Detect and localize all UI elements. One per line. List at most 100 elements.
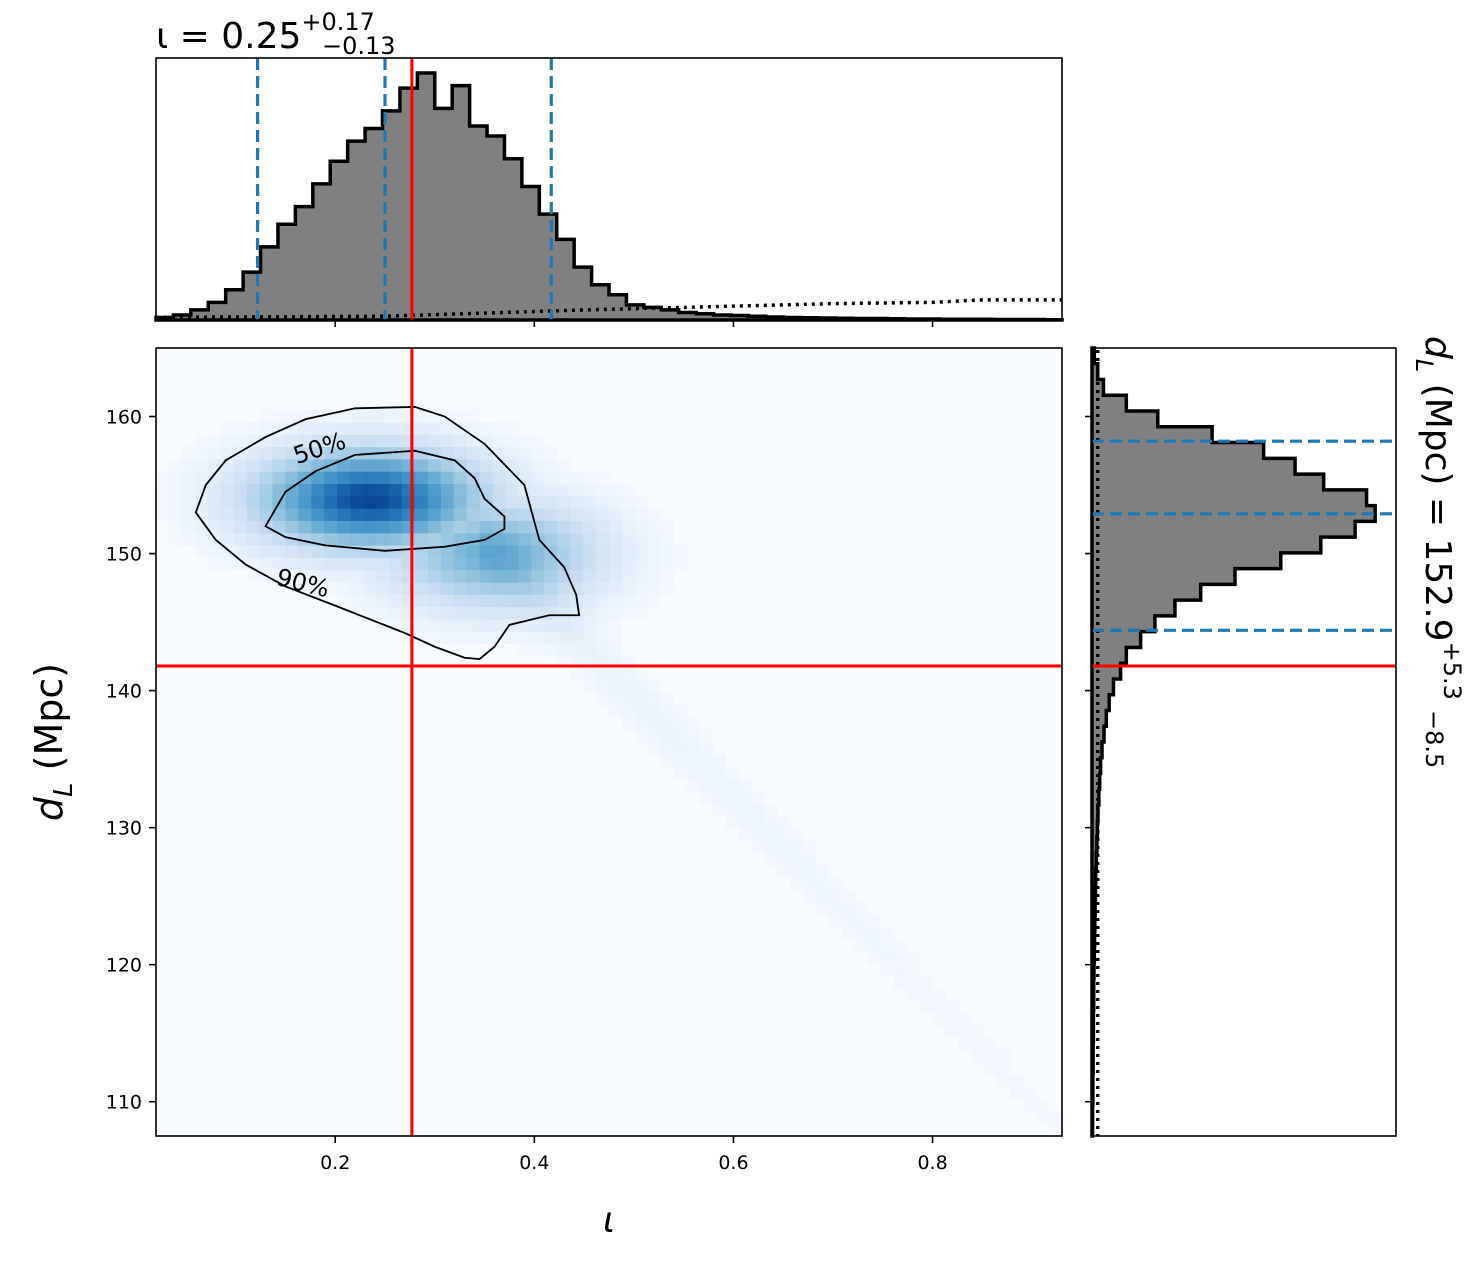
heatmap-cell: [945, 1012, 960, 1026]
heatmap-cell: [233, 495, 248, 509]
heatmap-cell: [427, 520, 442, 534]
heatmap-cell: [790, 865, 804, 879]
heatmap-cell: [220, 434, 235, 448]
heatmap-cell: [453, 545, 468, 558]
heatmap-cell: [246, 495, 261, 509]
heatmap-cell: [557, 495, 571, 509]
heatmap-cell: [596, 618, 610, 632]
heatmap-cell: [376, 471, 390, 485]
heatmap-cell: [492, 508, 507, 521]
heatmap-cell: [376, 606, 390, 620]
heatmap-cell: [427, 483, 442, 497]
heatmap-cell: [440, 545, 455, 558]
heatmap-cell: [285, 458, 299, 472]
heatmap-cell: [777, 852, 791, 866]
heatmap-cell: [337, 520, 351, 534]
heatmap-cell: [324, 495, 338, 509]
heatmap-cell: [388, 458, 403, 472]
heatmap-cell: [621, 717, 636, 731]
heatmap-cell: [233, 434, 248, 448]
heatmap-cell: [518, 508, 532, 521]
heatmap-cell: [570, 495, 584, 509]
iota-histogram-fill: [156, 73, 1062, 320]
heatmap-cell: [686, 742, 701, 755]
heatmap-cell: [466, 508, 481, 521]
heatmap-cell: [259, 483, 274, 497]
heatmap-cell: [246, 569, 261, 583]
y-tick-label-0: 110: [106, 1092, 142, 1114]
heatmap-cell: [324, 446, 338, 460]
heatmap-cell: [673, 742, 688, 755]
heatmap-cell: [350, 458, 364, 472]
heatmap-cell: [712, 766, 727, 780]
y-tick-label-3: 140: [106, 681, 142, 703]
heatmap-cell: [906, 988, 921, 1002]
dL-marginal-panel: dL (Mpc) = 152.9+5.3 −8.5: [1085, 336, 1466, 1138]
heatmap-cell: [544, 606, 558, 620]
heatmap-cell: [246, 520, 261, 534]
heatmap-cell: [505, 532, 519, 546]
heatmap-cell: [531, 643, 545, 657]
heatmap-cell: [660, 692, 675, 706]
heatmap-cell: [505, 471, 519, 485]
heatmap-cell: [479, 569, 494, 583]
heatmap-cell: [376, 569, 390, 583]
heatmap-cell: [246, 446, 261, 460]
heatmap-cell: [893, 939, 908, 952]
heatmap-cell: [660, 569, 675, 583]
heatmap-cell: [647, 705, 662, 718]
heatmap-cell: [324, 483, 338, 497]
heatmap-cell: [285, 483, 299, 497]
heatmap-cell: [518, 594, 532, 608]
heatmap-cell: [725, 766, 740, 780]
heatmap-cell: [583, 545, 597, 558]
heatmap-cell: [363, 495, 377, 509]
heatmap-cell: [738, 778, 752, 792]
heatmap-cell: [363, 421, 377, 435]
heatmap-cell: [414, 520, 429, 534]
heatmap-cell: [660, 717, 675, 731]
heatmap-cell: [440, 606, 455, 620]
heatmap-cell: [363, 508, 377, 521]
heatmap-cell: [583, 680, 597, 694]
heatmap-cell: [453, 495, 468, 509]
heatmap-cell: [466, 557, 481, 571]
heatmap-cell: [492, 594, 507, 608]
heatmap-cell: [880, 951, 895, 965]
heatmap-cell: [634, 729, 649, 743]
heatmap-cell: [285, 434, 299, 448]
heatmap-cell: [867, 926, 882, 940]
y-tick-label-4: 150: [106, 544, 142, 566]
heatmap-cell: [427, 434, 442, 448]
heatmap-cell: [634, 594, 649, 608]
heatmap-cell: [168, 520, 183, 534]
heatmap-cell: [1049, 1123, 1063, 1137]
heatmap-cell: [712, 791, 727, 805]
heatmap-cell: [220, 532, 235, 546]
heatmap-cell: [686, 717, 701, 731]
heatmap-cell: [311, 508, 325, 521]
heatmap-cell: [634, 668, 649, 682]
heatmap-cell: [207, 458, 222, 472]
heatmap-cell: [518, 446, 532, 460]
heatmap-cell: [414, 594, 429, 608]
heatmap-cell: [531, 631, 545, 645]
heatmap-cell: [932, 988, 947, 1002]
heatmap-cell: [298, 483, 312, 497]
heatmap-cell: [388, 495, 403, 509]
heatmap-cell: [414, 532, 429, 546]
heatmap-cell: [673, 545, 688, 558]
heatmap-cell: [660, 705, 675, 718]
heatmap-cell: [363, 594, 377, 608]
heatmap-cell: [893, 975, 908, 989]
heatmap-cell: [453, 446, 468, 460]
heatmap-cell: [596, 495, 610, 509]
heatmap-cell: [453, 532, 468, 546]
heatmap-cell: [363, 483, 377, 497]
heatmap-cell: [181, 458, 196, 472]
y-tick-label-5: 160: [106, 407, 142, 429]
heatmap-cell: [466, 421, 481, 435]
heatmap-cell: [544, 631, 558, 645]
heatmap-cell: [932, 1000, 947, 1014]
heatmap-cell: [285, 421, 299, 435]
